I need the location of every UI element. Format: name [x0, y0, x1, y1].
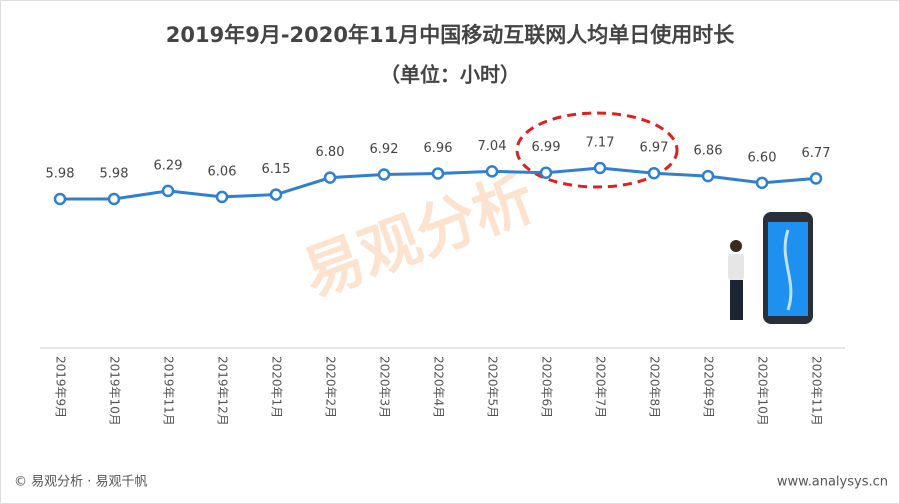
point — [269, 188, 283, 201]
value-label: 7.17 — [586, 136, 615, 151]
x-tick-label: 2020年2月 — [324, 356, 338, 418]
value-label: 6.96 — [424, 141, 453, 156]
point — [215, 190, 229, 204]
highlight-ellipse — [515, 111, 679, 189]
value-label: 6.77 — [802, 146, 831, 161]
point — [809, 172, 823, 185]
chart-subtitle: （单位：小时） — [380, 63, 520, 87]
point — [647, 166, 661, 180]
x-tick-label: 2020年10月 — [756, 356, 770, 426]
value-label: 6.92 — [370, 142, 399, 157]
point — [485, 165, 499, 178]
value-label: 6.99 — [532, 140, 561, 155]
x-tick-label: 2019年9月 — [54, 356, 68, 418]
source: © 易观分析 · 易观千帆 — [14, 475, 148, 490]
point — [539, 166, 553, 179]
phone-illustration — [728, 212, 813, 324]
x-tick-label: 2019年11月 — [162, 356, 176, 426]
point — [431, 167, 445, 180]
x-tick-label: 2020年4月 — [432, 356, 446, 418]
value-label: 5.98 — [46, 167, 75, 182]
x-tick-label: 2019年12月 — [216, 356, 230, 426]
value-label: 6.06 — [208, 164, 237, 179]
value-label: 6.97 — [640, 141, 669, 156]
point — [53, 192, 67, 206]
x-tick-label: 2020年8月 — [648, 356, 662, 418]
value-label: 6.86 — [694, 144, 723, 159]
value-label: 6.60 — [748, 150, 777, 165]
x-tick-label: 2019年10月 — [108, 356, 122, 426]
point — [593, 161, 607, 175]
point — [701, 169, 715, 183]
x-tick-label: 2020年11月 — [810, 356, 824, 426]
point — [161, 184, 175, 198]
website: www.analysys.cn — [777, 475, 888, 490]
point — [755, 176, 769, 190]
chart-title: 2019年9月-2020年11月中国移动互联网人均单日使用时长 — [166, 23, 735, 47]
x-tick-label: 2020年3月 — [378, 356, 392, 418]
x-tick-label: 2020年9月 — [702, 356, 716, 418]
x-tick-label: 2020年7月 — [594, 356, 608, 418]
value-label: 6.15 — [262, 162, 291, 177]
value-label: 7.04 — [478, 139, 507, 154]
x-tick-label: 2020年1月 — [270, 356, 284, 418]
x-tick-label: 2020年5月 — [486, 356, 500, 418]
point — [377, 168, 391, 181]
value-label: 6.29 — [154, 158, 183, 173]
point — [323, 171, 337, 184]
value-label: 5.98 — [100, 167, 129, 182]
point — [107, 192, 121, 206]
value-label: 6.80 — [316, 145, 345, 160]
x-tick-label: 2020年6月 — [540, 356, 554, 418]
